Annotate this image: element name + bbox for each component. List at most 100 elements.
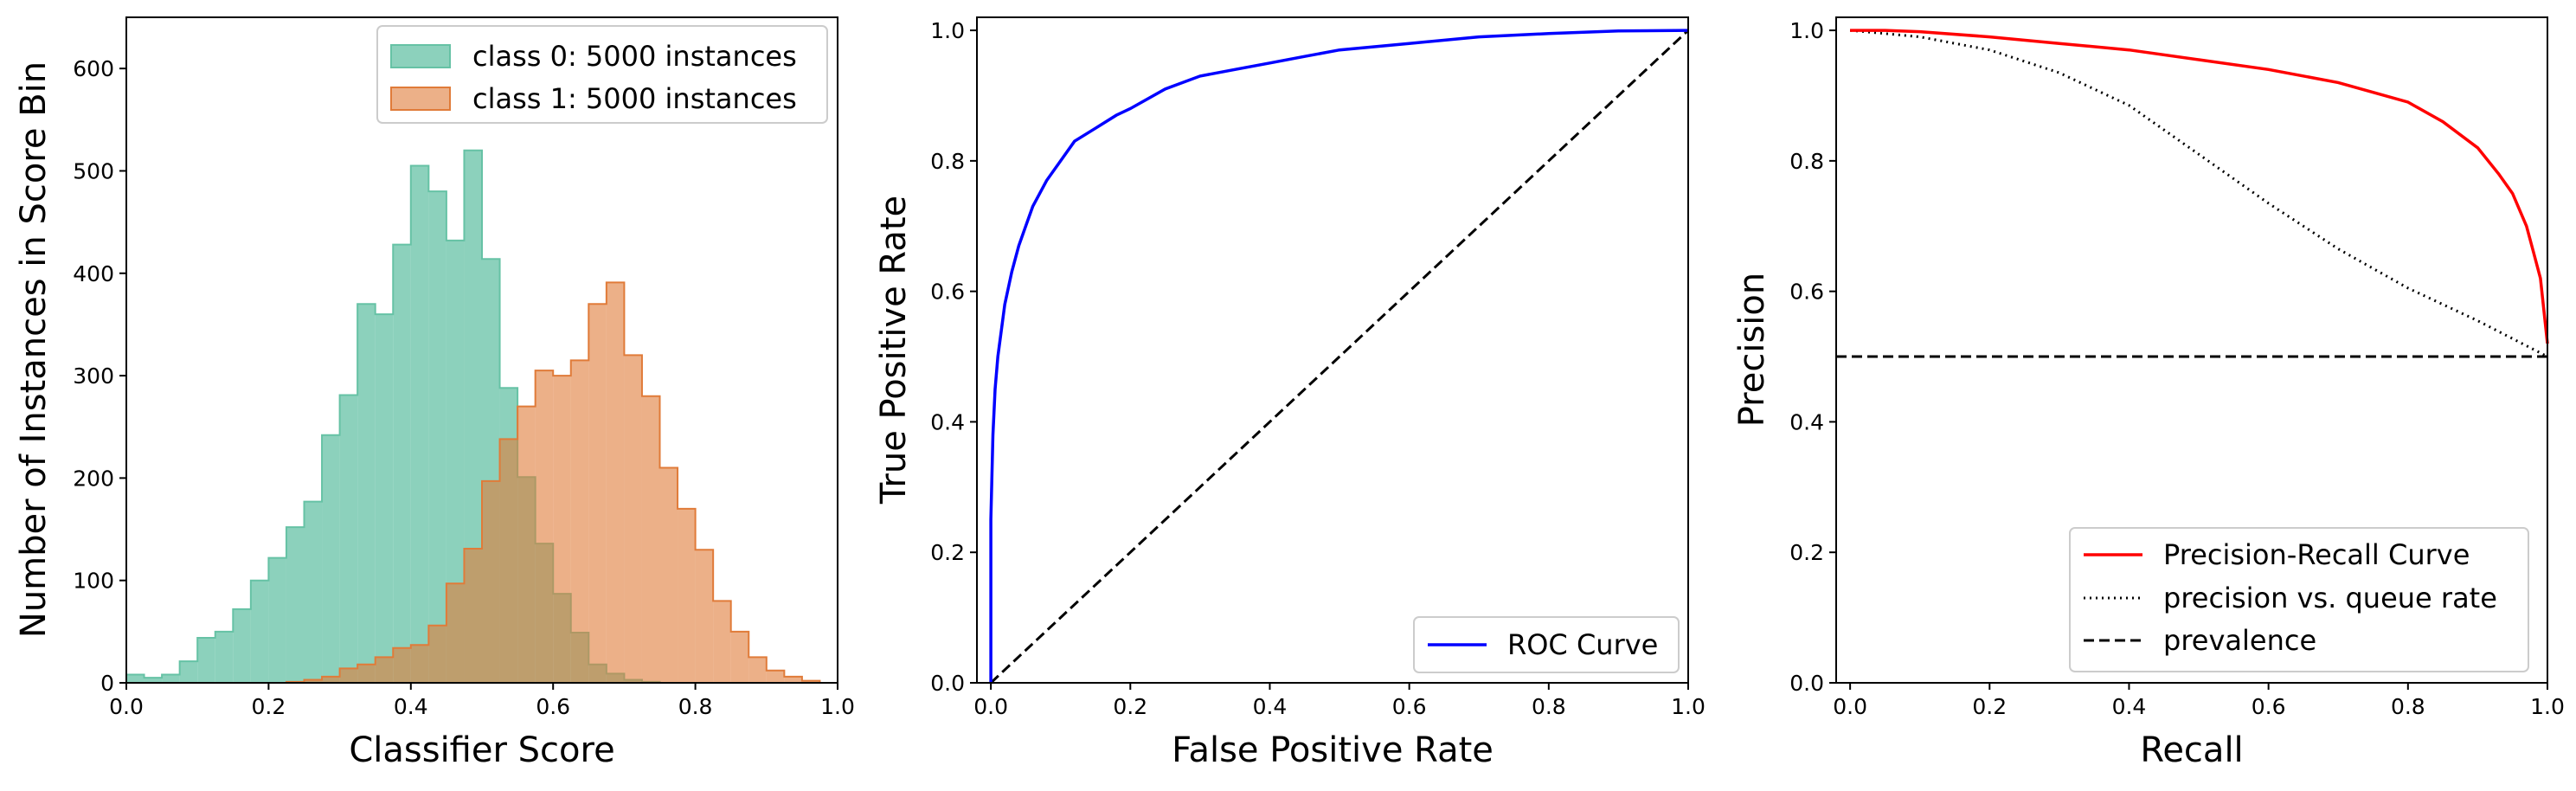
y-tick-label: 0.4 [1789, 409, 1824, 434]
histogram-bar [233, 608, 251, 683]
histogram-bar [410, 165, 429, 684]
histogram-bar [784, 676, 802, 683]
histogram-bar [570, 360, 589, 683]
histogram-bar [322, 434, 340, 683]
x-tick-label: 0.8 [678, 694, 713, 719]
legend-swatch-class0 [390, 44, 451, 68]
histogram-bar [250, 580, 269, 683]
histogram-bar [393, 647, 411, 683]
histogram-bar [357, 664, 376, 683]
legend-label-pr-curve: Precision-Recall Curve [2163, 538, 2470, 571]
y-tick-label: 600 [73, 56, 114, 81]
histogram-bar [268, 557, 286, 683]
x-tick-label: 1.0 [1671, 694, 1706, 719]
y-tick-label: 400 [73, 261, 114, 286]
histogram-bar [304, 679, 323, 683]
histogram-bar [126, 674, 145, 683]
histogram-bar [624, 355, 642, 683]
histogram-bar [286, 527, 305, 683]
legend: ROC Curve [1413, 616, 1680, 673]
y-axis-label: Precision [1732, 273, 1772, 427]
histogram-bar [144, 678, 163, 683]
y-tick-label: 1.0 [930, 18, 965, 43]
x-axis-label: Classifier Score [349, 730, 614, 770]
y-tick-label: 0.6 [930, 280, 965, 305]
y-axis-ticks: 0.0 0.2 0.4 0.6 0.8 1.0 [1789, 18, 1836, 696]
y-tick-label: 300 [73, 363, 114, 389]
histogram-bar [678, 508, 696, 683]
y-tick-label: 1.0 [1789, 18, 1824, 43]
y-axis-ticks: 0 100 200 300 400 500 600 [73, 56, 126, 696]
histogram-bar [197, 637, 215, 683]
histogram-bar [339, 395, 358, 683]
legend-box [376, 25, 828, 124]
histogram-bar [375, 657, 394, 683]
plot-frame [976, 16, 1689, 684]
histogram-bar [748, 657, 767, 683]
y-tick-label: 0.2 [930, 540, 965, 565]
x-tick-label: 0.2 [252, 694, 286, 719]
histogram-bar [215, 631, 234, 683]
histogram-bar [659, 467, 678, 683]
x-axis-ticks: 0.0 0.2 0.4 0.6 0.8 1.0 [109, 683, 855, 719]
plot-frame [1835, 16, 2548, 684]
x-tick-label: 0.6 [536, 694, 570, 719]
diagonal-reference-line [990, 29, 1690, 685]
histogram-panel: 0.0 0.2 0.4 0.6 0.8 1.0 0 100 200 300 400 500 600 C… [14, 16, 855, 770]
legend-box [1413, 616, 1680, 673]
histogram-bar [304, 501, 323, 683]
precision-recall-curve-line [1850, 29, 2549, 344]
legend-label-class0: class 0: 5000 instances [472, 40, 797, 73]
histogram-bar [606, 282, 625, 683]
y-tick-label: 0.0 [1789, 671, 1824, 696]
legend-label-queue-rate: precision vs. queue rate [2163, 582, 2497, 614]
x-axis-label: False Positive Rate [1172, 730, 1494, 770]
y-tick-label: 0.2 [1789, 540, 1824, 565]
histogram-bar [428, 191, 446, 684]
histogram-bar [499, 439, 518, 683]
legend-label-class1: class 1: 5000 instances [472, 82, 797, 115]
histogram-bar [517, 406, 536, 683]
y-tick-label: 0.6 [1789, 280, 1824, 305]
x-axis-ticks: 0.0 0.2 0.4 0.6 0.8 1.0 [973, 683, 1706, 719]
y-axis-label: Number of Instances in Score Bin [14, 61, 54, 638]
roc-curve-line [989, 29, 1689, 683]
x-tick-label: 0.4 [2112, 694, 2147, 719]
x-tick-label: 0.0 [973, 694, 1008, 719]
histogram-bar [588, 304, 607, 683]
x-tick-label: 0.8 [1532, 694, 1566, 719]
histogram-bar [535, 370, 554, 683]
histogram-bar [695, 550, 714, 683]
histogram-bar [553, 376, 571, 683]
x-tick-label: 0.4 [394, 694, 428, 719]
x-tick-label: 0.0 [109, 694, 144, 719]
histogram-bar [446, 240, 465, 683]
precision-recall-panel: 0.0 0.2 0.4 0.6 0.8 1.0 0.0 0.2 0.4 0.6 0.8 1.0 Re… [1732, 16, 2565, 770]
histogram-outline [126, 281, 838, 684]
histogram-bar [357, 304, 376, 683]
x-tick-label: 1.0 [820, 694, 855, 719]
plot-frame [125, 16, 838, 684]
y-tick-label: 200 [73, 466, 114, 491]
class1-histogram-bars [126, 281, 838, 684]
y-axis-ticks: 0.0 0.2 0.4 0.6 0.8 1.0 [930, 18, 977, 696]
histogram-bar [464, 549, 482, 683]
histogram-bar [766, 670, 785, 683]
legend-swatch-class1 [390, 87, 451, 111]
x-tick-label: 0.2 [1113, 694, 1147, 719]
y-tick-label: 0.0 [930, 671, 965, 696]
histogram-bar [801, 680, 820, 683]
legend-label-roc: ROC Curve [1507, 628, 1658, 661]
y-tick-label: 0 [100, 671, 114, 696]
x-tick-label: 0.4 [1253, 694, 1288, 719]
y-tick-label: 0.8 [1789, 149, 1824, 174]
histogram-bar [162, 674, 180, 683]
y-tick-label: 100 [73, 569, 114, 594]
x-tick-label: 0.0 [1833, 694, 1867, 719]
histogram-bar [730, 631, 749, 683]
histogram-bar [375, 314, 394, 683]
legend: Precision-Recall Curve precision vs. que… [2069, 527, 2529, 672]
x-axis-ticks: 0.0 0.2 0.4 0.6 0.8 1.0 [1833, 683, 2565, 719]
queue-rate-line [1849, 29, 2548, 358]
